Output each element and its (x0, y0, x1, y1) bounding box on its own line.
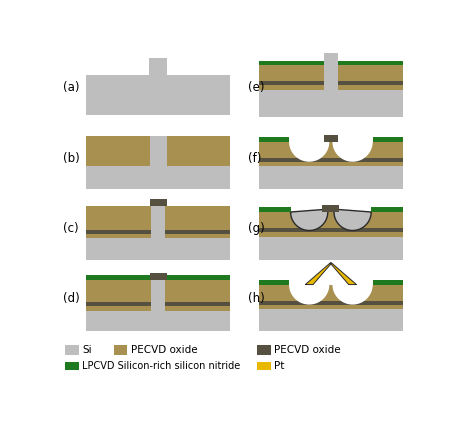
Bar (113, 345, 128, 355)
Bar (259, 166, 402, 190)
Bar (371, 207, 402, 212)
Bar (259, 309, 402, 331)
Polygon shape (305, 263, 332, 285)
Bar (259, 301, 402, 304)
Text: PECVD oxide: PECVD oxide (274, 345, 340, 355)
Bar (257, 345, 271, 355)
Bar (259, 81, 402, 85)
Polygon shape (332, 142, 373, 162)
Bar (65, 363, 80, 370)
Bar (322, 205, 339, 212)
Bar (86, 238, 230, 260)
Polygon shape (330, 263, 356, 285)
Bar (259, 158, 402, 162)
Bar (373, 137, 402, 142)
Bar (86, 275, 149, 280)
Bar (259, 237, 402, 260)
Bar (338, 61, 402, 65)
Bar (149, 273, 166, 280)
Bar (324, 48, 338, 90)
Text: Pt: Pt (274, 361, 284, 371)
Bar (328, 207, 334, 212)
Text: LPCVD Silicon-rich silicon nitride: LPCVD Silicon-rich silicon nitride (82, 361, 241, 371)
Bar (259, 137, 289, 142)
Text: (b): (b) (63, 152, 80, 165)
Bar (321, 41, 340, 48)
Bar (86, 311, 230, 331)
Polygon shape (289, 285, 329, 304)
Bar (86, 230, 230, 234)
Text: Si: Si (82, 345, 92, 355)
Bar (259, 65, 402, 90)
Bar (151, 280, 165, 311)
Bar (86, 136, 230, 166)
Bar (324, 135, 338, 142)
Text: (e): (e) (247, 81, 264, 95)
Bar (65, 345, 80, 355)
Text: (f): (f) (247, 152, 261, 165)
Bar (329, 137, 332, 142)
Bar (259, 207, 291, 212)
Bar (86, 206, 230, 238)
Polygon shape (289, 142, 329, 162)
Text: (a): (a) (63, 81, 80, 95)
Bar (86, 302, 230, 306)
Text: (c): (c) (63, 222, 79, 235)
Polygon shape (291, 212, 328, 231)
Bar (259, 212, 402, 237)
Bar (86, 280, 230, 311)
Bar (149, 199, 166, 206)
Polygon shape (331, 209, 371, 231)
Bar (86, 75, 230, 115)
Bar (259, 228, 402, 232)
Bar (151, 206, 165, 238)
Bar (166, 275, 230, 280)
Text: PECVD oxide: PECVD oxide (130, 345, 197, 355)
Bar (86, 166, 230, 190)
Bar (373, 280, 402, 285)
Bar (149, 59, 167, 75)
Bar (149, 136, 166, 166)
Bar (259, 285, 402, 309)
Text: (d): (d) (63, 292, 80, 305)
Bar (329, 209, 333, 212)
Text: (h): (h) (247, 292, 264, 305)
Bar (257, 363, 271, 370)
Bar (259, 280, 289, 285)
Text: (g): (g) (247, 222, 264, 235)
Polygon shape (334, 212, 371, 231)
Polygon shape (332, 285, 373, 304)
Polygon shape (291, 209, 331, 231)
Bar (259, 90, 402, 117)
Bar (259, 61, 324, 65)
Bar (259, 142, 402, 166)
